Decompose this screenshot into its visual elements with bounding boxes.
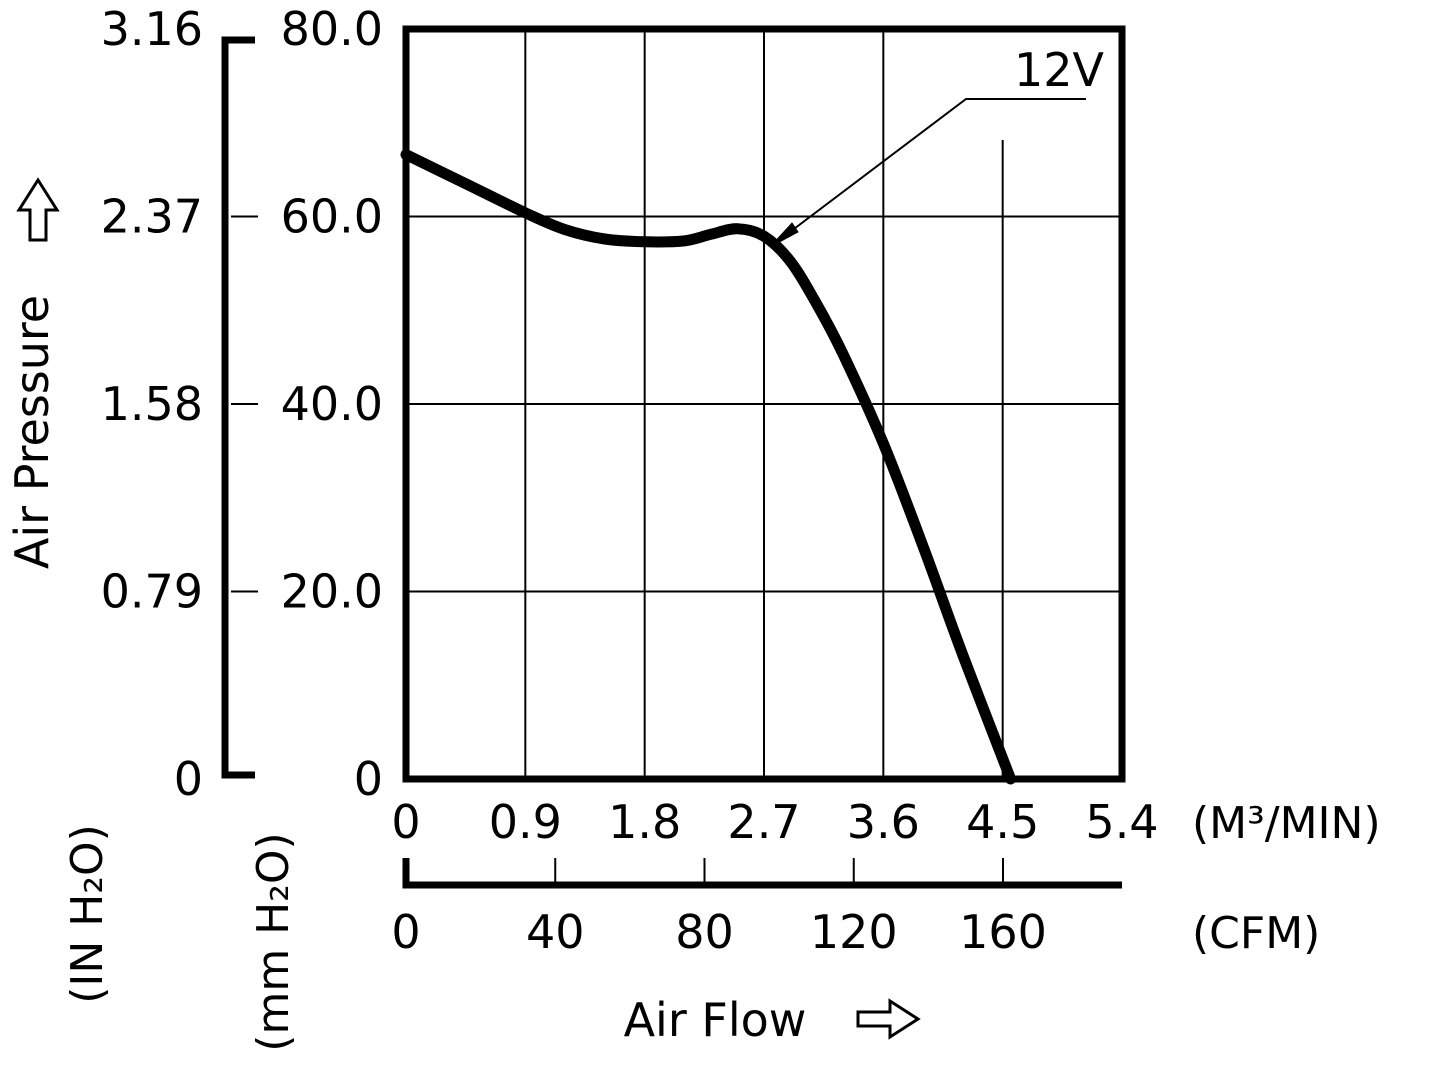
y-secondary-tick-label: 2.37 xyxy=(101,190,203,244)
y-secondary-tick-label: 0 xyxy=(174,752,203,806)
x-primary-tick-label: 5.4 xyxy=(1085,795,1158,849)
x-primary-tick-label: 0 xyxy=(391,795,420,849)
series-leader-line xyxy=(777,98,1086,242)
up-arrow-icon xyxy=(16,177,60,242)
x-axis-title: Air Flow xyxy=(624,993,921,1047)
x-secondary-tick-label: 120 xyxy=(810,905,898,959)
y-primary-tick-label: 80.0 xyxy=(281,2,383,56)
y-secondary-tick-label: 1.58 xyxy=(101,377,203,431)
y-primary-tick-label: 40.0 xyxy=(281,377,383,431)
y-secondary-tick-label: 0.79 xyxy=(101,565,203,619)
series-line-0 xyxy=(400,149,1017,785)
y-primary-tick-label: 20.0 xyxy=(281,565,383,619)
y-axis-bracket xyxy=(221,36,255,779)
x-primary-tick-label: 1.8 xyxy=(608,795,681,849)
x-primary-tick-label: 3.6 xyxy=(847,795,920,849)
series-group: 12V xyxy=(400,43,1105,785)
y-axes: 0 0 20.0 0.79 40.0 1.58 60.0 2.37 80.0 3.16 xyxy=(101,2,383,806)
x-secondary-tick-label: 40 xyxy=(526,905,585,959)
x-secondary-tick-label: 0 xyxy=(391,905,420,959)
x-secondary-tick-label: 80 xyxy=(675,905,734,959)
x-secondary-unit-label: (CFM) xyxy=(1192,908,1320,959)
y-primary-tick-label: 60.0 xyxy=(281,190,383,244)
x-primary-unit-label: (M³/MIN) xyxy=(1192,798,1381,849)
y-axis-title: Air Pressure xyxy=(5,177,60,569)
x-primary-tick-label: 2.7 xyxy=(727,795,800,849)
x-axis-label: Air Flow xyxy=(624,993,807,1047)
x-primary-tick-label: 0.9 xyxy=(489,795,562,849)
plot-frame xyxy=(402,25,1126,783)
grid-lines xyxy=(406,29,1122,779)
series-label: 12V xyxy=(1014,43,1105,97)
y-primary-unit-label: (mm H₂O) xyxy=(248,832,299,1051)
leader-arrowhead-icon xyxy=(769,222,799,248)
right-arrow-icon xyxy=(856,998,921,1040)
x-secondary-axis-bracket xyxy=(402,858,1122,889)
x-secondary-tick-label: 160 xyxy=(959,905,1047,959)
y-secondary-tick-label: 3.16 xyxy=(101,2,203,56)
x-primary-tick-label: 4.5 xyxy=(966,795,1039,849)
x-axes: 0 0.9 1.8 2.7 3.6 4.5 5.4 0 40 80 120 160 xyxy=(391,795,1158,959)
y-primary-tick-label: 0 xyxy=(354,752,383,806)
y-axis-label: Air Pressure xyxy=(5,295,59,569)
y-secondary-unit-label: (IN H₂O) xyxy=(62,824,113,1004)
